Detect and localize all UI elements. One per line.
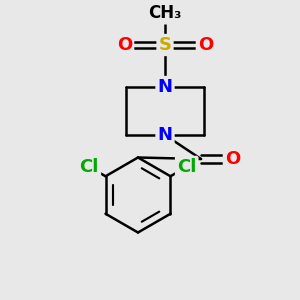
Text: O: O xyxy=(198,36,213,54)
Text: O: O xyxy=(117,36,132,54)
Text: S: S xyxy=(158,36,172,54)
Text: Cl: Cl xyxy=(80,158,99,176)
Text: N: N xyxy=(158,78,172,96)
Text: Cl: Cl xyxy=(177,158,197,176)
Text: O: O xyxy=(225,150,240,168)
Text: N: N xyxy=(158,126,172,144)
Text: CH₃: CH₃ xyxy=(148,4,182,22)
